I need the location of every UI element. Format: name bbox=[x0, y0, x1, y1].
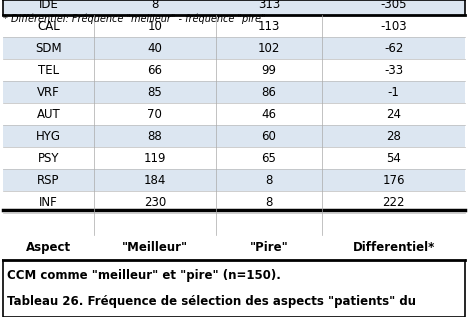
Text: "Meilleur": "Meilleur" bbox=[122, 241, 188, 254]
Text: 119: 119 bbox=[144, 152, 166, 165]
Text: AUT: AUT bbox=[37, 107, 60, 120]
Bar bbox=[3, 260, 465, 317]
Text: 99: 99 bbox=[262, 63, 277, 76]
Text: HYG: HYG bbox=[36, 130, 61, 143]
Bar bbox=[3, 235, 465, 260]
Text: 54: 54 bbox=[386, 152, 401, 165]
Text: 113: 113 bbox=[258, 20, 280, 33]
Bar bbox=[3, 37, 465, 59]
Text: Tableau 26. Fréquence de sélection des aspects "patients" du: Tableau 26. Fréquence de sélection des a… bbox=[7, 295, 416, 308]
Text: -33: -33 bbox=[384, 63, 403, 76]
Text: "Pire": "Pire" bbox=[249, 241, 288, 254]
Text: TEL: TEL bbox=[38, 63, 59, 76]
Text: 102: 102 bbox=[258, 42, 280, 55]
Text: 230: 230 bbox=[144, 196, 166, 209]
Bar bbox=[3, 0, 465, 15]
Text: 8: 8 bbox=[265, 173, 273, 186]
Text: CAL: CAL bbox=[37, 20, 60, 33]
Text: 40: 40 bbox=[147, 42, 162, 55]
Text: -103: -103 bbox=[380, 20, 407, 33]
Text: 8: 8 bbox=[151, 0, 159, 10]
Text: PSY: PSY bbox=[37, 152, 59, 165]
Text: 60: 60 bbox=[262, 130, 277, 143]
Text: 65: 65 bbox=[262, 152, 277, 165]
Text: 86: 86 bbox=[262, 86, 277, 99]
Text: 24: 24 bbox=[386, 107, 401, 120]
Text: RSP: RSP bbox=[37, 173, 60, 186]
Bar bbox=[3, 147, 465, 169]
Text: VRF: VRF bbox=[37, 86, 60, 99]
Text: 28: 28 bbox=[386, 130, 401, 143]
Bar bbox=[3, 169, 465, 191]
Text: 222: 222 bbox=[382, 196, 405, 209]
Text: Aspect: Aspect bbox=[26, 241, 71, 254]
Text: 46: 46 bbox=[262, 107, 277, 120]
Text: -62: -62 bbox=[384, 42, 403, 55]
Text: Differentiel*: Differentiel* bbox=[352, 241, 435, 254]
Text: SDM: SDM bbox=[35, 42, 62, 55]
Text: -305: -305 bbox=[380, 0, 407, 10]
Text: 10: 10 bbox=[147, 20, 162, 33]
Text: 66: 66 bbox=[147, 63, 162, 76]
Bar bbox=[3, 59, 465, 81]
Text: 184: 184 bbox=[144, 173, 166, 186]
Text: 88: 88 bbox=[147, 130, 162, 143]
Bar bbox=[3, 191, 465, 213]
Bar bbox=[3, 15, 465, 37]
Bar bbox=[3, 125, 465, 147]
Text: -1: -1 bbox=[388, 86, 400, 99]
Text: IDE: IDE bbox=[38, 0, 58, 10]
Text: 176: 176 bbox=[382, 173, 405, 186]
Bar bbox=[3, 81, 465, 103]
Bar bbox=[3, 103, 465, 125]
Text: 70: 70 bbox=[147, 107, 162, 120]
Text: 313: 313 bbox=[258, 0, 280, 10]
Text: CCM comme "meilleur" et "pire" (n=150).: CCM comme "meilleur" et "pire" (n=150). bbox=[7, 269, 281, 282]
Text: 85: 85 bbox=[147, 86, 162, 99]
Text: * Différentiel: Fréquence "meilleur" - fréquence "pire": * Différentiel: Fréquence "meilleur" - f… bbox=[3, 13, 265, 23]
Text: INF: INF bbox=[39, 196, 58, 209]
Text: 8: 8 bbox=[265, 196, 273, 209]
